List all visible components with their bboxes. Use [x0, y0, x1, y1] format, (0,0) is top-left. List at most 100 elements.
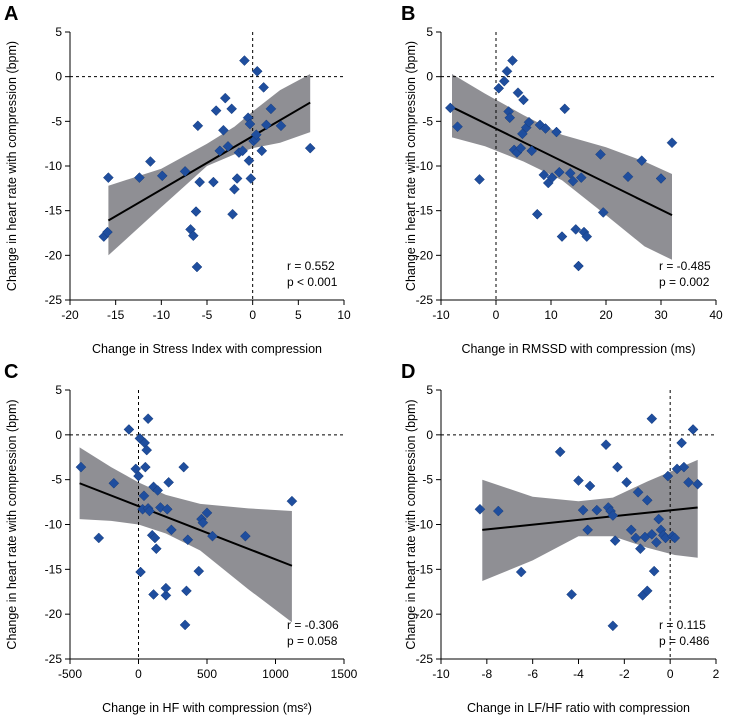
data-point-d-41[interactable] [687, 424, 699, 435]
data-point-d-20[interactable] [632, 486, 644, 498]
data-point-b-28[interactable] [564, 167, 576, 179]
data-point-b-21[interactable] [540, 123, 551, 134]
data-point-c-7[interactable] [135, 566, 146, 578]
data-point-b-30[interactable] [570, 224, 582, 235]
data-point-a-4[interactable] [145, 156, 156, 167]
data-point-c-0[interactable] [75, 461, 87, 473]
data-point-d-19[interactable] [630, 532, 642, 544]
data-point-c-23[interactable] [160, 589, 172, 601]
data-point-d-27[interactable] [646, 529, 658, 540]
data-point-b-8[interactable] [507, 55, 518, 66]
data-point-c-29[interactable] [179, 619, 191, 631]
data-point-d-9[interactable] [591, 504, 603, 516]
data-point-b-23[interactable] [546, 172, 558, 183]
data-point-d-25[interactable] [641, 494, 653, 506]
data-point-b-20[interactable] [538, 169, 550, 181]
data-point-d-6[interactable] [577, 504, 589, 516]
data-point-b-37[interactable] [622, 171, 634, 183]
data-point-a-6[interactable] [179, 166, 191, 177]
data-point-b-29[interactable] [567, 175, 579, 187]
data-point-c-38[interactable] [286, 495, 298, 507]
data-point-c-24[interactable] [160, 582, 172, 594]
data-point-b-24[interactable] [551, 126, 562, 138]
data-point-b-7[interactable] [504, 112, 516, 124]
data-point-a-27[interactable] [243, 155, 255, 166]
data-point-b-26[interactable] [556, 231, 568, 242]
data-point-c-34[interactable] [197, 517, 209, 529]
data-point-c-19[interactable] [149, 532, 161, 544]
data-point-a-11[interactable] [192, 120, 204, 132]
data-point-c-15[interactable] [144, 505, 155, 517]
data-point-b-17[interactable] [526, 145, 538, 157]
data-point-d-13[interactable] [607, 510, 619, 521]
data-point-a-28[interactable] [244, 118, 256, 130]
data-point-c-3[interactable] [123, 424, 135, 435]
data-point-c-37[interactable] [240, 530, 251, 542]
data-point-c-17[interactable] [148, 589, 159, 600]
data-point-a-32[interactable] [250, 129, 262, 141]
data-point-d-28[interactable] [648, 565, 660, 577]
data-point-d-39[interactable] [678, 461, 690, 473]
data-point-a-37[interactable] [265, 103, 277, 115]
data-point-b-34[interactable] [581, 231, 593, 242]
data-point-b-0[interactable] [444, 102, 456, 114]
data-point-a-25[interactable] [239, 55, 250, 66]
data-point-d-30[interactable] [653, 513, 665, 525]
data-point-b-38[interactable] [636, 155, 648, 166]
data-point-a-17[interactable] [219, 92, 231, 104]
data-point-d-38[interactable] [676, 437, 687, 449]
data-point-a-33[interactable] [251, 65, 263, 77]
data-point-d-18[interactable] [625, 524, 637, 536]
data-point-a-34[interactable] [256, 145, 268, 157]
data-point-c-28[interactable] [178, 461, 190, 473]
data-point-a-38[interactable] [275, 120, 287, 132]
data-point-b-32[interactable] [575, 172, 587, 183]
data-point-a-36[interactable] [261, 119, 272, 131]
data-point-d-5[interactable] [573, 475, 584, 486]
data-point-c-9[interactable] [138, 490, 150, 502]
data-point-a-19[interactable] [226, 103, 238, 115]
data-point-b-12[interactable] [515, 142, 527, 154]
data-point-a-20[interactable] [227, 208, 238, 220]
data-point-b-36[interactable] [597, 207, 609, 218]
data-point-c-26[interactable] [163, 477, 174, 488]
data-point-b-27[interactable] [559, 103, 571, 115]
data-point-c-12[interactable] [141, 444, 153, 456]
data-point-d-24[interactable] [641, 585, 653, 597]
data-point-b-4[interactable] [498, 75, 510, 87]
data-point-a-13[interactable] [208, 176, 219, 188]
data-point-d-21[interactable] [635, 543, 646, 555]
data-point-c-2[interactable] [108, 477, 120, 489]
data-point-b-40[interactable] [666, 137, 678, 149]
data-point-d-0[interactable] [474, 503, 486, 515]
data-point-a-29[interactable] [245, 173, 257, 184]
data-point-d-4[interactable] [566, 589, 577, 600]
data-point-d-40[interactable] [683, 477, 694, 488]
data-point-b-18[interactable] [531, 208, 543, 220]
data-point-c-32[interactable] [193, 565, 205, 577]
data-point-d-16[interactable] [612, 461, 623, 473]
data-point-b-39[interactable] [655, 173, 667, 184]
data-point-d-2[interactable] [515, 566, 527, 578]
data-point-d-26[interactable] [646, 413, 658, 425]
data-point-c-31[interactable] [182, 534, 194, 546]
data-point-d-8[interactable] [584, 480, 596, 492]
data-point-c-27[interactable] [166, 524, 177, 536]
data-point-c-25[interactable] [161, 503, 173, 515]
data-point-a-18[interactable] [222, 140, 234, 152]
data-point-d-17[interactable] [621, 477, 632, 488]
data-point-d-3[interactable] [554, 446, 566, 458]
data-point-a-21[interactable] [229, 183, 240, 195]
data-point-b-5[interactable] [501, 65, 513, 77]
data-point-c-13[interactable] [142, 413, 154, 425]
data-point-d-7[interactable] [582, 524, 594, 536]
data-point-a-14[interactable] [210, 105, 222, 116]
data-point-b-2[interactable] [474, 174, 485, 185]
data-point-d-34[interactable] [662, 470, 674, 482]
data-point-b-11[interactable] [512, 87, 524, 99]
data-point-c-36[interactable] [207, 530, 218, 542]
data-point-d-42[interactable] [692, 478, 704, 490]
data-point-b-25[interactable] [553, 166, 565, 178]
data-point-c-5[interactable] [133, 470, 144, 482]
data-point-a-5[interactable] [156, 170, 168, 182]
